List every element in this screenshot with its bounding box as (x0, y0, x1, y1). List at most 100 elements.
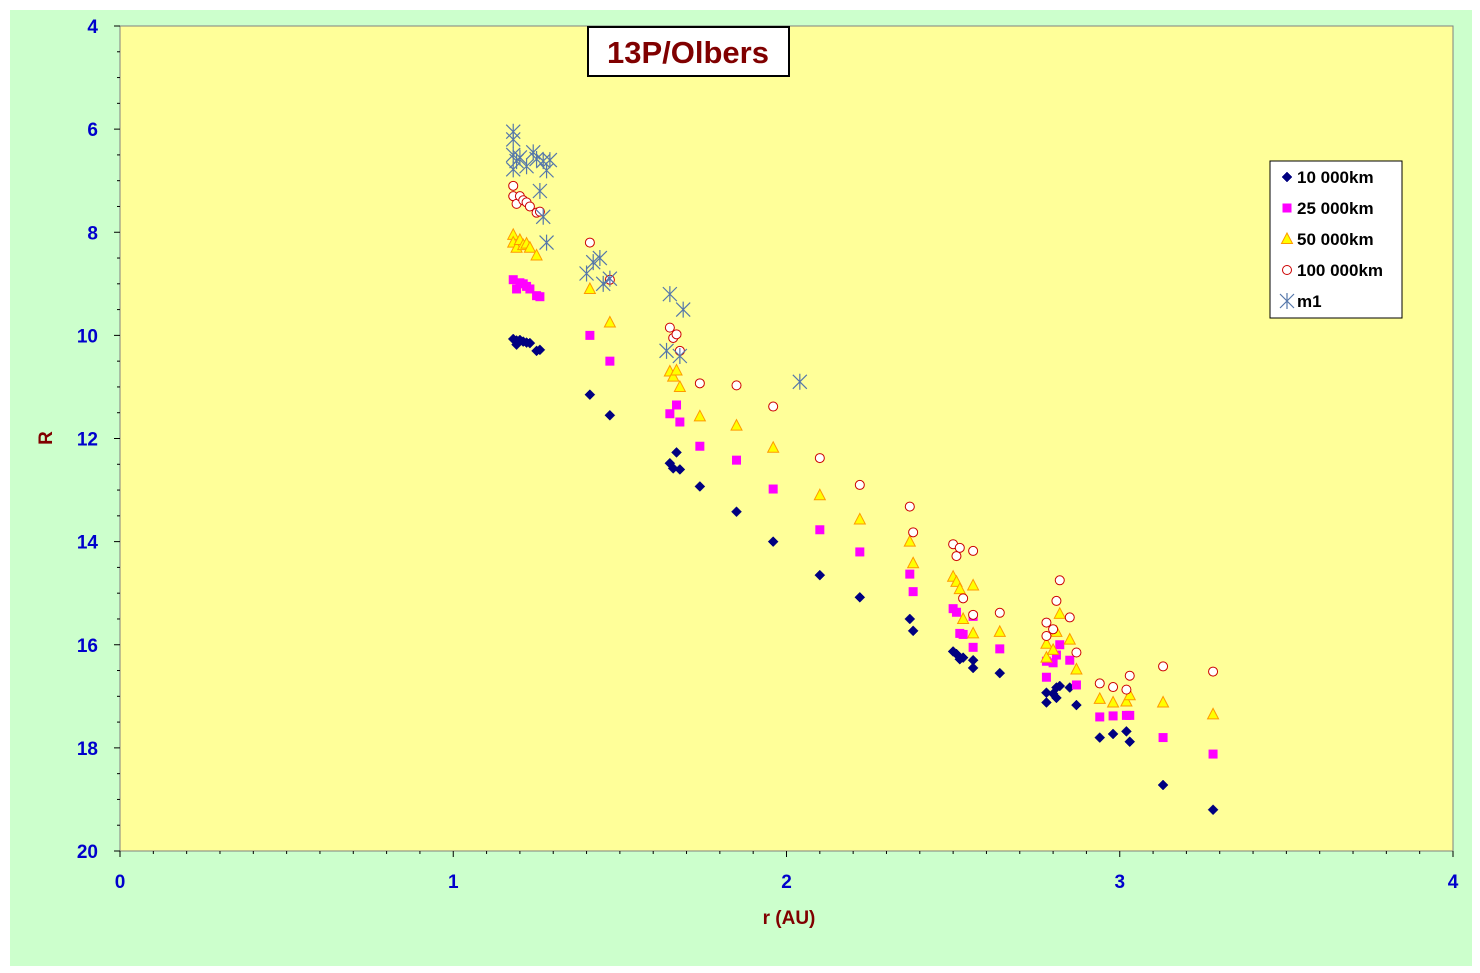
data-point (535, 208, 551, 225)
data-point (602, 270, 618, 287)
data-point (532, 183, 548, 199)
series-25-000km (508, 275, 1218, 759)
data-point (993, 624, 1007, 637)
data-point (813, 488, 827, 501)
data-point (1093, 691, 1107, 704)
data-point (1065, 655, 1075, 665)
data-point (1108, 711, 1118, 721)
data-point (958, 593, 969, 604)
legend: 10 000km 25 000km 50 000km 100 000km m1 (1269, 160, 1403, 319)
data-point (905, 569, 915, 579)
data-point (1158, 733, 1168, 743)
chart-title-box: 13P/Olbers (587, 26, 790, 77)
y-tick-label: 20 (77, 842, 98, 863)
series-m1 (505, 123, 808, 390)
y-tick-label: 16 (77, 636, 98, 657)
legend-label: 25 000km (1297, 199, 1374, 218)
data-point (672, 400, 682, 410)
data-point (815, 525, 825, 535)
data-point (1051, 595, 1062, 606)
data-point (951, 551, 962, 562)
data-point (854, 591, 866, 603)
data-point (968, 545, 979, 556)
data-point (670, 363, 683, 376)
data-point (662, 286, 678, 303)
data-point (957, 652, 969, 663)
data-point (674, 464, 686, 475)
legend-label: m1 (1297, 292, 1322, 311)
axis-ticks (114, 25, 1454, 857)
data-point (1071, 647, 1082, 658)
legend-marker (1282, 203, 1292, 213)
legend-label: 10 000km (1297, 168, 1374, 187)
data-point (592, 250, 608, 267)
data-point (1094, 732, 1106, 743)
data-point (1106, 695, 1120, 708)
legend-label: 100 000km (1297, 261, 1383, 280)
data-point (694, 481, 706, 492)
y-tick-label: 10 (77, 326, 98, 347)
x-tick-label: 1 (448, 872, 459, 893)
data-point (1041, 630, 1052, 641)
data-point (1046, 642, 1060, 655)
data-point (585, 330, 595, 340)
data-point (908, 587, 918, 597)
data-point (1121, 684, 1132, 695)
legend-marker (1281, 171, 1293, 183)
legend-marker (1280, 231, 1294, 244)
data-point (519, 158, 534, 175)
chart-title: 13P/Olbers (607, 35, 769, 70)
data-point (530, 248, 543, 261)
data-point (508, 180, 519, 191)
data-point (671, 329, 682, 340)
data-point (768, 401, 779, 412)
data-point (904, 501, 915, 512)
data-point (1107, 728, 1119, 740)
data-point (1040, 636, 1053, 649)
data-point (903, 534, 917, 547)
data-point (659, 342, 674, 359)
data-point (1207, 804, 1219, 816)
y-tick-label: 12 (77, 430, 98, 451)
data-point (1064, 612, 1075, 623)
data-point (675, 417, 685, 427)
data-point (539, 234, 554, 251)
data-point (994, 667, 1006, 679)
data-point (1208, 666, 1219, 677)
data-point (1051, 650, 1061, 660)
data-point (512, 284, 522, 294)
data-point (1048, 624, 1059, 635)
data-point (695, 441, 705, 451)
data-point (1125, 710, 1135, 720)
data-point (853, 512, 867, 525)
data-point (1206, 707, 1220, 720)
data-point (671, 447, 682, 458)
data-point (1070, 662, 1083, 675)
data-point (792, 373, 808, 390)
data-point (523, 240, 537, 253)
data-point (814, 453, 825, 464)
data-point (508, 275, 518, 285)
data-point (854, 479, 865, 490)
data-point (694, 378, 705, 389)
data-point (855, 547, 865, 557)
data-point (1124, 670, 1135, 681)
data-point (1051, 692, 1062, 704)
data-point (584, 237, 595, 248)
data-point (673, 379, 687, 392)
series-50-000km (506, 227, 1220, 720)
y-axis-title: R (36, 431, 57, 445)
data-point (1095, 712, 1105, 722)
data-point (953, 581, 967, 595)
data-point (968, 642, 978, 652)
data-point (956, 611, 970, 624)
data-point (906, 556, 920, 569)
x-tick-label: 2 (781, 872, 792, 893)
data-point (1040, 650, 1053, 663)
data-point (1041, 672, 1051, 682)
legend-label: 50 000km (1297, 230, 1374, 249)
data-point (1048, 658, 1058, 668)
data-point (524, 337, 536, 349)
data-point (1054, 680, 1066, 692)
